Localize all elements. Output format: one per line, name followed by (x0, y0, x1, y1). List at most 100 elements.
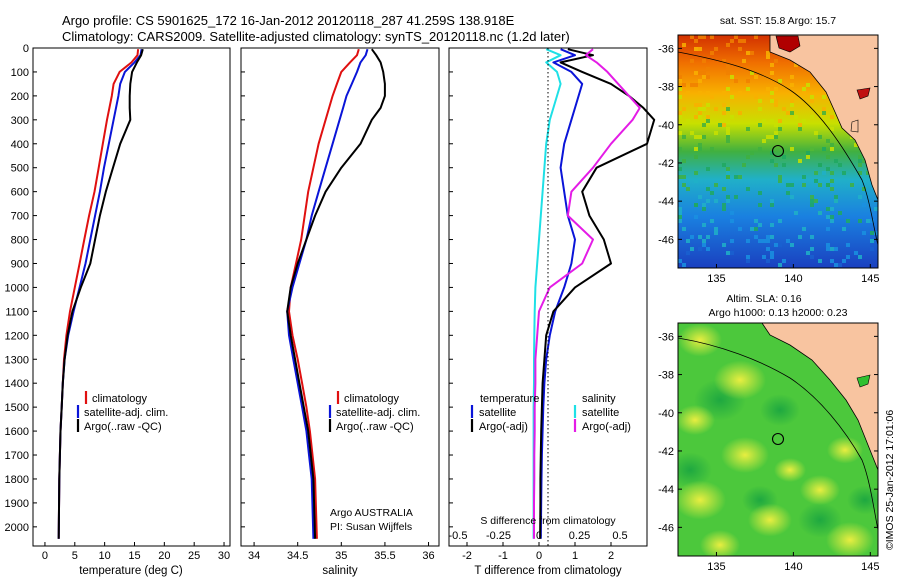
diff-legend-t-satellite: satellite (479, 407, 516, 419)
diff-legend-s-argo: Argo(-adj) (582, 421, 631, 433)
series-line-argo-raw-qc- (57, 48, 144, 539)
header-line-2: Climatology: CARS2009. Satellite-adjuste… (62, 29, 570, 44)
lat-tick-label: -42 (658, 158, 674, 170)
temperature-x-label: temperature (deg C) (79, 565, 183, 577)
sst-map-axes: -36 -38 -40 -42 -44 -46 135 140 145 (658, 43, 879, 285)
s-diff-tick-label: -0.5 (449, 530, 468, 542)
depth-tick-label: 1500 (5, 402, 29, 414)
sla-map (678, 323, 878, 556)
depth-tick-label: 2000 (5, 522, 29, 534)
depth-tick-label: 800 (11, 235, 29, 247)
t-difference-x-axis: -2 -1 0 1 2 (462, 542, 614, 562)
sla-map-subtitle: Argo h1000: 0.13 h2000: 0.23 (709, 307, 848, 319)
lon-tick-label: 145 (861, 561, 879, 573)
lat-tick-label: -40 (658, 120, 674, 132)
lon-tick-label: 135 (707, 273, 725, 285)
depth-tick-label: 1200 (5, 330, 29, 342)
temperature-series (57, 48, 144, 539)
x-tick-label: 36 (422, 550, 434, 562)
lat-tick-label: -46 (658, 522, 674, 534)
temperature-legend: climatology satellite-adj. clim. Argo(..… (76, 391, 168, 433)
depth-tick-label: 1100 (5, 306, 29, 318)
x-tick-label: 0 (42, 550, 48, 562)
argo-pi-note: PI: Susan Wijffels (330, 521, 412, 533)
sst-map (678, 35, 878, 268)
depth-tick-label: 700 (11, 211, 29, 223)
salinity-legend: climatology satellite-adj. clim. Argo(..… (328, 391, 420, 433)
legend-satellite: satellite-adj. clim. (84, 407, 168, 419)
s-diff-tick-label: 0.25 (569, 530, 590, 542)
salinity-panel (240, 47, 440, 547)
sla-map-axes: -36 -38 -40 -42 -44 -46 135 140 145 (658, 331, 879, 573)
lat-tick-label: -38 (658, 370, 674, 382)
depth-tick-label: 1700 (5, 450, 29, 462)
x-tick-label: 34.5 (287, 550, 308, 562)
lat-tick-label: -46 (658, 234, 674, 246)
x-tick-label: 15 (128, 550, 140, 562)
depth-tick-label: 1000 (5, 282, 29, 294)
diff-legend-s-satellite: satellite (582, 407, 619, 419)
s-difference-label: S difference from climatology (480, 515, 616, 527)
x-tick-label: -2 (462, 550, 472, 562)
legend-climatology: climatology (92, 393, 148, 405)
sal-legend-argo: Argo(..raw -QC) (336, 421, 414, 433)
diff-legend-t-argo: Argo(-adj) (479, 421, 528, 433)
s-difference-x-axis: -0.5 -0.25 0 0.25 0.5 (449, 530, 628, 542)
lat-tick-label: -38 (658, 82, 674, 94)
x-tick-label: 2 (608, 550, 614, 562)
lat-tick-label: -44 (658, 196, 674, 208)
series-line-argo-raw-qc- (286, 48, 386, 539)
sst-map-title: sat. SST: 15.8 Argo: 15.7 (720, 15, 836, 27)
depth-tick-label: 400 (11, 139, 29, 151)
series-line-temperature-argo-adj- (539, 48, 656, 539)
depth-tick-label: 1600 (5, 426, 29, 438)
salinity-series (286, 48, 386, 539)
depth-tick-label: 600 (11, 187, 29, 199)
legend-argo: Argo(..raw -QC) (84, 421, 162, 433)
salinity-x-label: salinity (322, 565, 357, 577)
sla-map-title: Altim. SLA: 0.16 (726, 293, 801, 305)
lon-tick-label: 140 (784, 273, 802, 285)
sal-legend-climatology: climatology (344, 393, 400, 405)
lon-tick-label: 140 (784, 561, 802, 573)
depth-tick-label: 1800 (5, 474, 29, 486)
x-tick-label: 20 (158, 550, 170, 562)
depth-tick-label: 1900 (5, 498, 29, 510)
x-tick-label: 25 (188, 550, 200, 562)
series-line-temperature-satellite (539, 48, 584, 539)
x-tick-label: 30 (218, 550, 230, 562)
x-tick-label: -1 (498, 550, 508, 562)
lat-tick-label: -36 (658, 43, 674, 55)
x-tick-label: 10 (99, 550, 111, 562)
lat-tick-label: -36 (658, 331, 674, 343)
t-difference-x-label: T difference from climatology (474, 565, 621, 577)
depth-tick-label: 200 (11, 91, 29, 103)
series-line-climatology (288, 48, 360, 539)
lon-tick-label: 145 (861, 273, 879, 285)
header-line-1: Argo profile: CS 5901625_172 16-Jan-2012… (62, 13, 515, 28)
lat-tick-label: -44 (658, 484, 674, 496)
s-diff-tick-label: 0.5 (612, 530, 627, 542)
depth-tick-label: 300 (11, 115, 29, 127)
series-line-salinity-argo-adj- (533, 48, 641, 539)
lat-tick-label: -42 (658, 446, 674, 458)
s-diff-tick-label: -0.25 (486, 530, 511, 542)
argo-marker-sst (771, 144, 785, 158)
argo-country-note: Argo AUSTRALIA (330, 507, 413, 519)
depth-tick-label: 900 (11, 258, 29, 270)
difference-series (532, 48, 656, 539)
depth-tick-label: 1300 (5, 354, 29, 366)
depth-tick-label: 500 (11, 163, 29, 175)
depth-tick-label: 1400 (5, 378, 29, 390)
salinity-x-axis: 34 34.5 35 35.5 36 (248, 542, 435, 562)
temperature-panel (32, 47, 231, 547)
diff-legend-temperature-title: temperature (480, 393, 539, 405)
series-line-salinity-satellite (532, 48, 562, 539)
diff-legend-salinity-title: salinity (582, 393, 616, 405)
s-diff-tick-label: 0 (536, 530, 542, 542)
lon-tick-label: 135 (707, 561, 725, 573)
depth-tick-label: 0 (23, 43, 29, 55)
temperature-x-axis: 0 5 10 15 20 25 30 (42, 542, 230, 562)
series-line-climatology (57, 49, 140, 539)
